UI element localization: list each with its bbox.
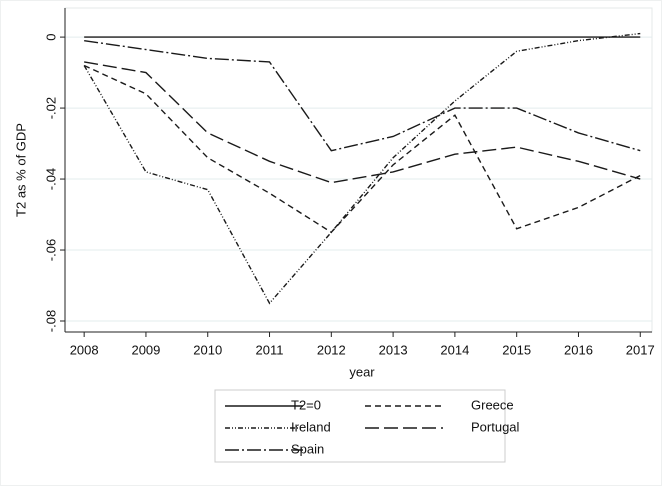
x-tick-label: 2014: [440, 342, 469, 357]
y-tick-label: -.02: [43, 97, 58, 119]
x-tick-label: 2015: [502, 342, 531, 357]
y-tick-label: -.08: [43, 310, 58, 332]
x-tick-label: 2013: [379, 342, 408, 357]
y-tick-label: -.04: [43, 168, 58, 190]
legend: [214, 389, 506, 463]
y-tick-label: -.06: [43, 239, 58, 261]
x-tick-label: 2009: [131, 342, 160, 357]
x-tick-label: 2016: [564, 342, 593, 357]
series-line: [83, 32, 641, 305]
x-tick-label: 2011: [256, 342, 284, 357]
legend-label: Spain: [291, 441, 324, 456]
series-line: [83, 64, 641, 234]
legend-label: Portugal: [471, 419, 520, 434]
x-tick-label: 2017: [626, 342, 655, 357]
y-tick-label: 0: [43, 33, 58, 40]
y-axis-title: T2 as % of GDP: [13, 123, 28, 217]
x-tick-label: 2008: [70, 342, 99, 357]
x-tick-label: 2010: [193, 342, 222, 357]
plot-area: [64, 7, 653, 333]
legend-label: Greece: [471, 397, 514, 412]
legend-label: Ireland: [291, 419, 331, 434]
series-line: [84, 39, 641, 152]
legend-label: T2=0: [291, 397, 321, 412]
series-line: [84, 61, 641, 184]
x-axis-title: year: [349, 364, 375, 379]
x-tick-label: 2012: [317, 342, 346, 357]
